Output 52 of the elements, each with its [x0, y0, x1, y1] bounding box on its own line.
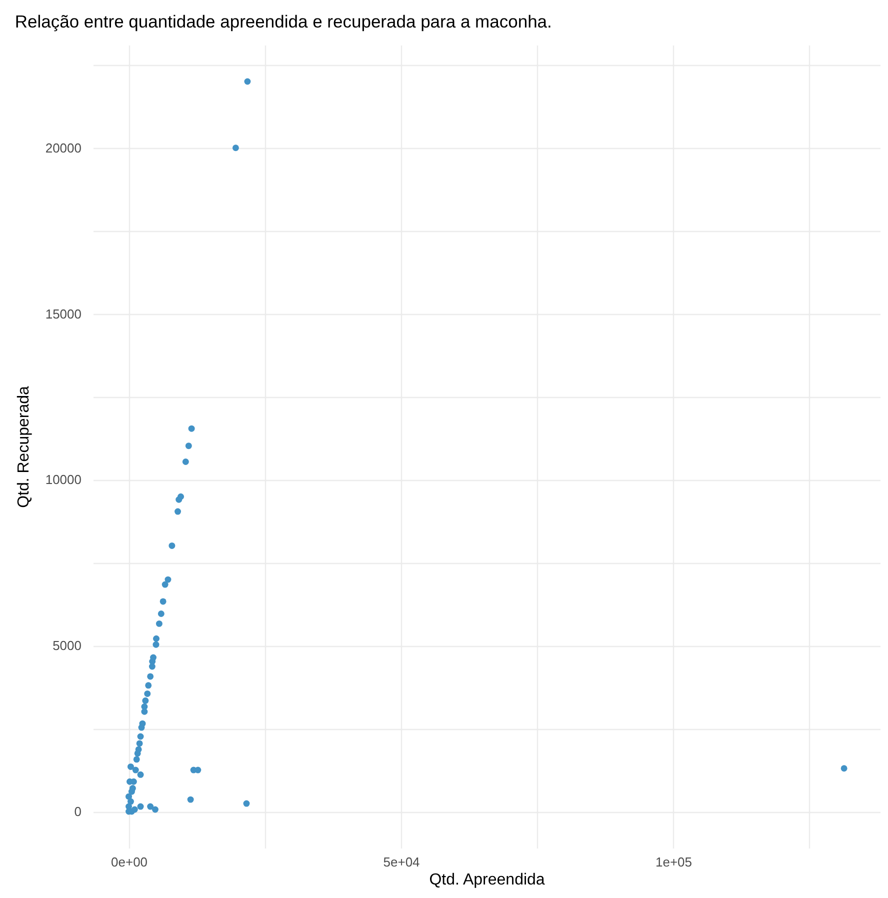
point	[142, 697, 149, 704]
point	[158, 610, 164, 617]
point	[144, 690, 151, 697]
point	[134, 750, 141, 757]
y-tick-label: 15000	[45, 306, 82, 322]
point	[840, 765, 848, 772]
point	[127, 763, 134, 770]
point	[168, 542, 176, 549]
point	[182, 458, 189, 465]
point	[194, 766, 202, 774]
point	[148, 663, 156, 670]
point	[147, 803, 154, 810]
x-tick-label: 1e+05	[656, 854, 692, 870]
point	[136, 740, 143, 747]
point	[185, 442, 192, 450]
chart-title: Relação entre quantidade apreendida e recuperada para a maconha.	[14, 12, 552, 32]
point	[162, 581, 168, 588]
point	[244, 78, 251, 85]
point	[132, 766, 139, 774]
point	[138, 724, 145, 731]
point	[152, 641, 160, 648]
point	[164, 576, 172, 583]
x-tick-label: 5e+04	[383, 854, 420, 870]
y-tick-label: 20000	[45, 140, 82, 156]
point	[232, 144, 239, 152]
point	[127, 798, 134, 805]
y-tick-label: 10000	[45, 472, 82, 488]
point	[176, 496, 182, 503]
point	[156, 620, 162, 627]
point	[153, 635, 160, 642]
point	[188, 425, 195, 432]
point	[141, 708, 148, 715]
point	[187, 796, 194, 803]
x-tick-label: 0e+00	[111, 854, 148, 870]
point	[131, 806, 138, 813]
x-axis-title: Qtd. Apreendida	[429, 872, 545, 888]
y-tick-label: 5000	[52, 638, 82, 654]
point	[133, 756, 140, 763]
point	[129, 785, 136, 792]
y-tick-label: 0	[74, 804, 82, 819]
point	[243, 800, 250, 807]
point	[137, 803, 144, 810]
point	[160, 598, 166, 605]
point	[147, 673, 154, 680]
point	[152, 806, 158, 813]
y-axis-title: Qtd. Recuperada	[15, 386, 32, 508]
point	[126, 778, 133, 785]
point	[145, 682, 152, 689]
point	[174, 508, 182, 515]
point	[126, 793, 132, 800]
point	[137, 733, 144, 740]
point	[137, 771, 144, 778]
